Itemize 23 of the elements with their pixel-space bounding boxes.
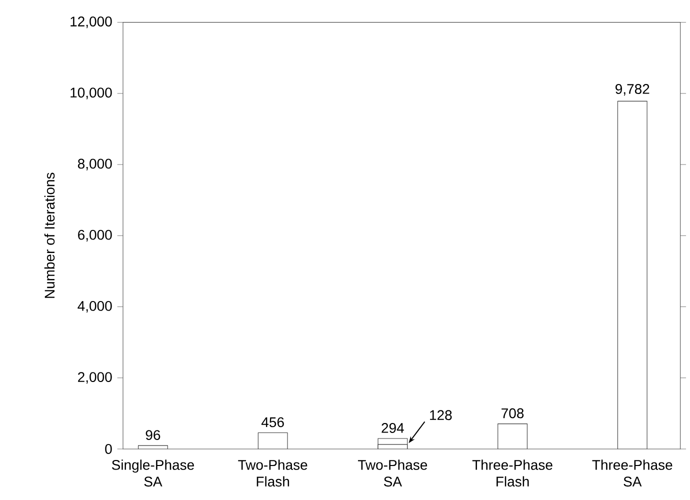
y-tick-label: 4,000 <box>78 300 112 313</box>
data-label: 708 <box>502 408 524 418</box>
data-label: 456 <box>261 417 284 428</box>
x-tick-label: Three-Phase Flash <box>472 460 552 487</box>
y-tick-label: 0 <box>105 444 112 454</box>
data-label: 96 <box>146 430 160 440</box>
x-tick-label: Three-Phase SA <box>592 460 672 487</box>
y-tick-label: 8,000 <box>78 158 112 170</box>
y-tick-label: 6,000 <box>78 230 112 242</box>
data-label: 294 <box>382 423 404 433</box>
bar <box>258 432 288 449</box>
y-tick-label: 12,000 <box>70 16 112 28</box>
y-tick-label: 2,000 <box>78 372 112 384</box>
x-tick-label: Single-Phase SA <box>112 460 194 487</box>
bar <box>138 445 168 449</box>
bar <box>498 424 528 449</box>
y-axis-title: Number of Iterations <box>44 172 55 298</box>
x-tick-label: Two-Phase Flash <box>238 460 308 487</box>
data-label: 9,782 <box>616 84 650 96</box>
y-tick-label: 10,000 <box>70 88 112 100</box>
data-label: 128 <box>430 410 452 420</box>
x-tick-label: Two-Phase SA <box>358 460 428 487</box>
bar <box>617 100 648 449</box>
